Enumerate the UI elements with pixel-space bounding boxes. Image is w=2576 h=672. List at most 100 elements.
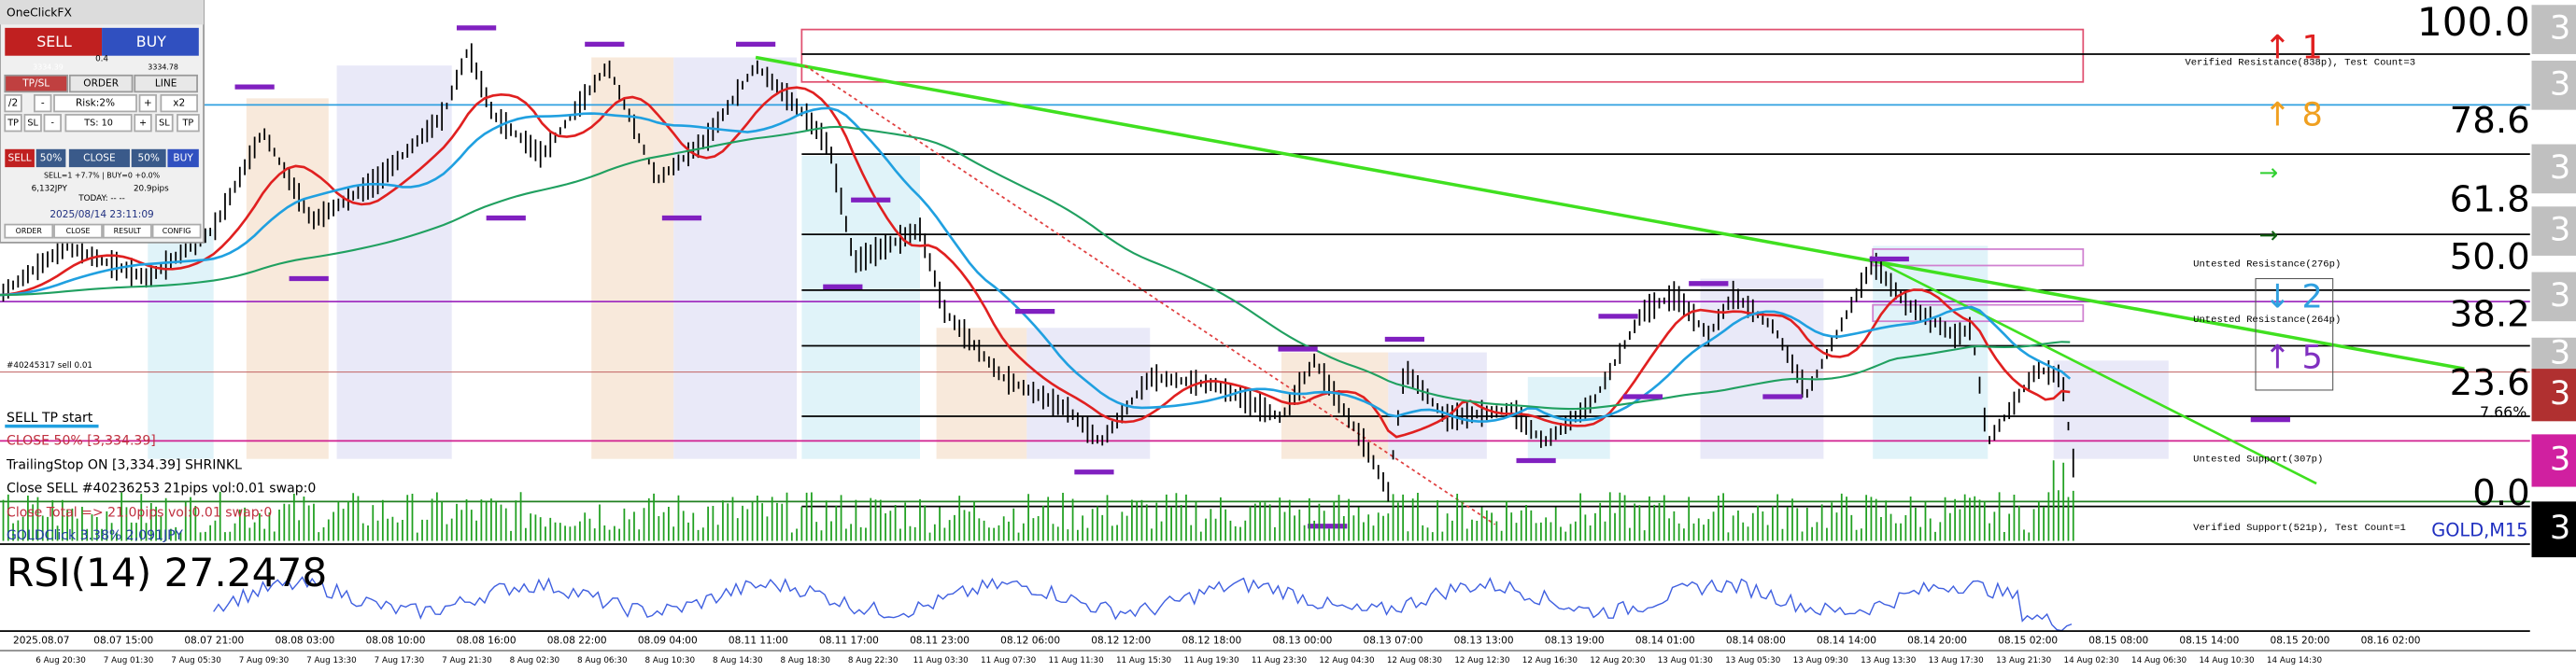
time-label: 08.15 08:00 — [2088, 636, 2148, 647]
row-button[interactable] — [64, 114, 133, 133]
zone-annotation: Untested Support(307p) — [2193, 454, 2323, 465]
time-label: 08.11 23:00 — [910, 636, 970, 647]
row-button[interactable] — [134, 114, 152, 133]
time-label: 13 Aug 01:30 — [1658, 656, 1713, 665]
signal-arrow: ↑ 1 — [2264, 29, 2323, 67]
price-tag — [2531, 144, 2576, 194]
row-button[interactable] — [5, 148, 35, 168]
fib-label: 61.8 — [2450, 179, 2530, 221]
time-label: 8 Aug 18:30 — [780, 656, 830, 665]
time-label: 08.13 00:00 — [1272, 636, 1332, 647]
time-label: 11 Aug 11:30 — [1049, 656, 1104, 665]
zone — [2053, 360, 2169, 459]
row-button[interactable] — [160, 93, 198, 113]
price-tag-label: 3 — [2550, 276, 2570, 315]
price-tag-label: 3 — [2550, 9, 2570, 48]
row-button-label: - — [51, 119, 55, 129]
time-label: 13 Aug 21:30 — [1996, 656, 2051, 665]
row-button-label: TP — [7, 119, 19, 129]
row-button[interactable] — [4, 114, 22, 133]
bottom-tab-label: CONFIG — [163, 227, 191, 235]
volume-bars — [2, 460, 2074, 541]
row-button-label: - — [41, 98, 45, 109]
time-label: 12 Aug 04:30 — [1319, 656, 1374, 665]
fib-label: 50.0 — [2450, 236, 2530, 278]
zone — [936, 328, 1027, 459]
sell-label: SELL — [36, 33, 72, 50]
zone-annotation: Verified Support(521p), Test Count=1 — [2193, 523, 2406, 534]
price-tag-label: 3 — [2550, 64, 2570, 103]
price-tag-label: 3 — [2550, 211, 2570, 249]
bottom-tab[interactable] — [151, 223, 202, 239]
price-tag — [2531, 501, 2576, 558]
time-label: 08.12 12:00 — [1091, 636, 1151, 647]
row-button-label: x2 — [173, 98, 185, 109]
time-label: 14 Aug 02:30 — [2064, 656, 2119, 665]
row-button[interactable] — [131, 148, 166, 168]
row-button-label: TP — [182, 119, 194, 129]
sell-button[interactable] — [5, 27, 103, 56]
row-button[interactable] — [167, 148, 199, 168]
log-line: #40245317 sell 0.01 — [7, 361, 92, 371]
bottom-tab[interactable] — [4, 223, 54, 239]
price-tag — [2531, 60, 2576, 110]
row-button-label: SL — [27, 119, 38, 129]
row-button-label: 50% — [40, 152, 62, 163]
time-label: 08.13 19:00 — [1545, 636, 1605, 647]
time-label: 08.07 15:00 — [93, 636, 153, 647]
ma-line — [0, 125, 2071, 411]
time-label: 8 Aug 14:30 — [713, 656, 763, 665]
row-button[interactable] — [53, 93, 137, 113]
row-button-label: SL — [159, 119, 170, 129]
time-label: 08.07 21:00 — [184, 636, 244, 647]
bottom-tab-label: CLOSE — [66, 227, 91, 235]
ma-line — [0, 106, 2072, 423]
price-tag — [2531, 206, 2576, 256]
buy-button[interactable] — [102, 27, 199, 56]
time-label: 11 Aug 15:30 — [1116, 656, 1171, 665]
time-label: 08.12 18:00 — [1182, 636, 1241, 647]
bottom-tab[interactable] — [53, 223, 103, 239]
panel-title-bar — [0, 0, 205, 25]
fib-percent: 7.66% — [2480, 403, 2526, 421]
time-label: 7 Aug 05:30 — [171, 656, 221, 665]
row-button[interactable] — [43, 114, 62, 133]
tab[interactable] — [68, 74, 134, 93]
row-button[interactable] — [23, 114, 42, 133]
tab[interactable] — [134, 74, 198, 93]
bottom-tab[interactable] — [102, 223, 152, 239]
row-button[interactable] — [35, 148, 66, 168]
time-label: 8 Aug 22:30 — [848, 656, 899, 665]
trend-line — [1872, 258, 2317, 485]
time-label: 8 Aug 06:30 — [577, 656, 628, 665]
zone — [673, 57, 798, 459]
rsi-line — [213, 576, 2073, 632]
time-label: 13 Aug 09:30 — [1793, 656, 1848, 665]
zone — [336, 65, 452, 459]
time-label: 13 Aug 05:30 — [1725, 656, 1780, 665]
row-button[interactable] — [138, 93, 157, 113]
zone — [1873, 245, 1989, 459]
row-button-label: TS: 10 — [83, 119, 113, 129]
row-button[interactable] — [155, 114, 174, 133]
price-tag — [2531, 272, 2576, 322]
row-button[interactable] — [4, 93, 22, 113]
row-button[interactable] — [177, 114, 200, 133]
price-tag — [2531, 337, 2576, 371]
tab[interactable] — [4, 74, 68, 93]
time-label: 08.13 13:00 — [1454, 636, 1514, 647]
time-label: 12 Aug 08:30 — [1387, 656, 1442, 665]
price-tag-label: 3 — [2550, 374, 2570, 413]
row-button-label: SELL — [8, 152, 32, 163]
row-button[interactable] — [68, 148, 130, 168]
time-label: 14 Aug 06:30 — [2131, 656, 2187, 665]
rsi-label: RSI(14) 27.2478 — [7, 550, 327, 595]
time-label: 08.14 14:00 — [1817, 636, 1876, 647]
row-button-label: Risk:2% — [76, 98, 115, 109]
row-button[interactable] — [34, 93, 52, 113]
time-label: 14 Aug 14:30 — [2267, 656, 2322, 665]
log-line: Close Total => 21.0pips vol:0.01 swap:0 — [7, 506, 272, 521]
trend-line — [755, 55, 2465, 371]
time-label: 08.09 04:00 — [638, 636, 698, 647]
